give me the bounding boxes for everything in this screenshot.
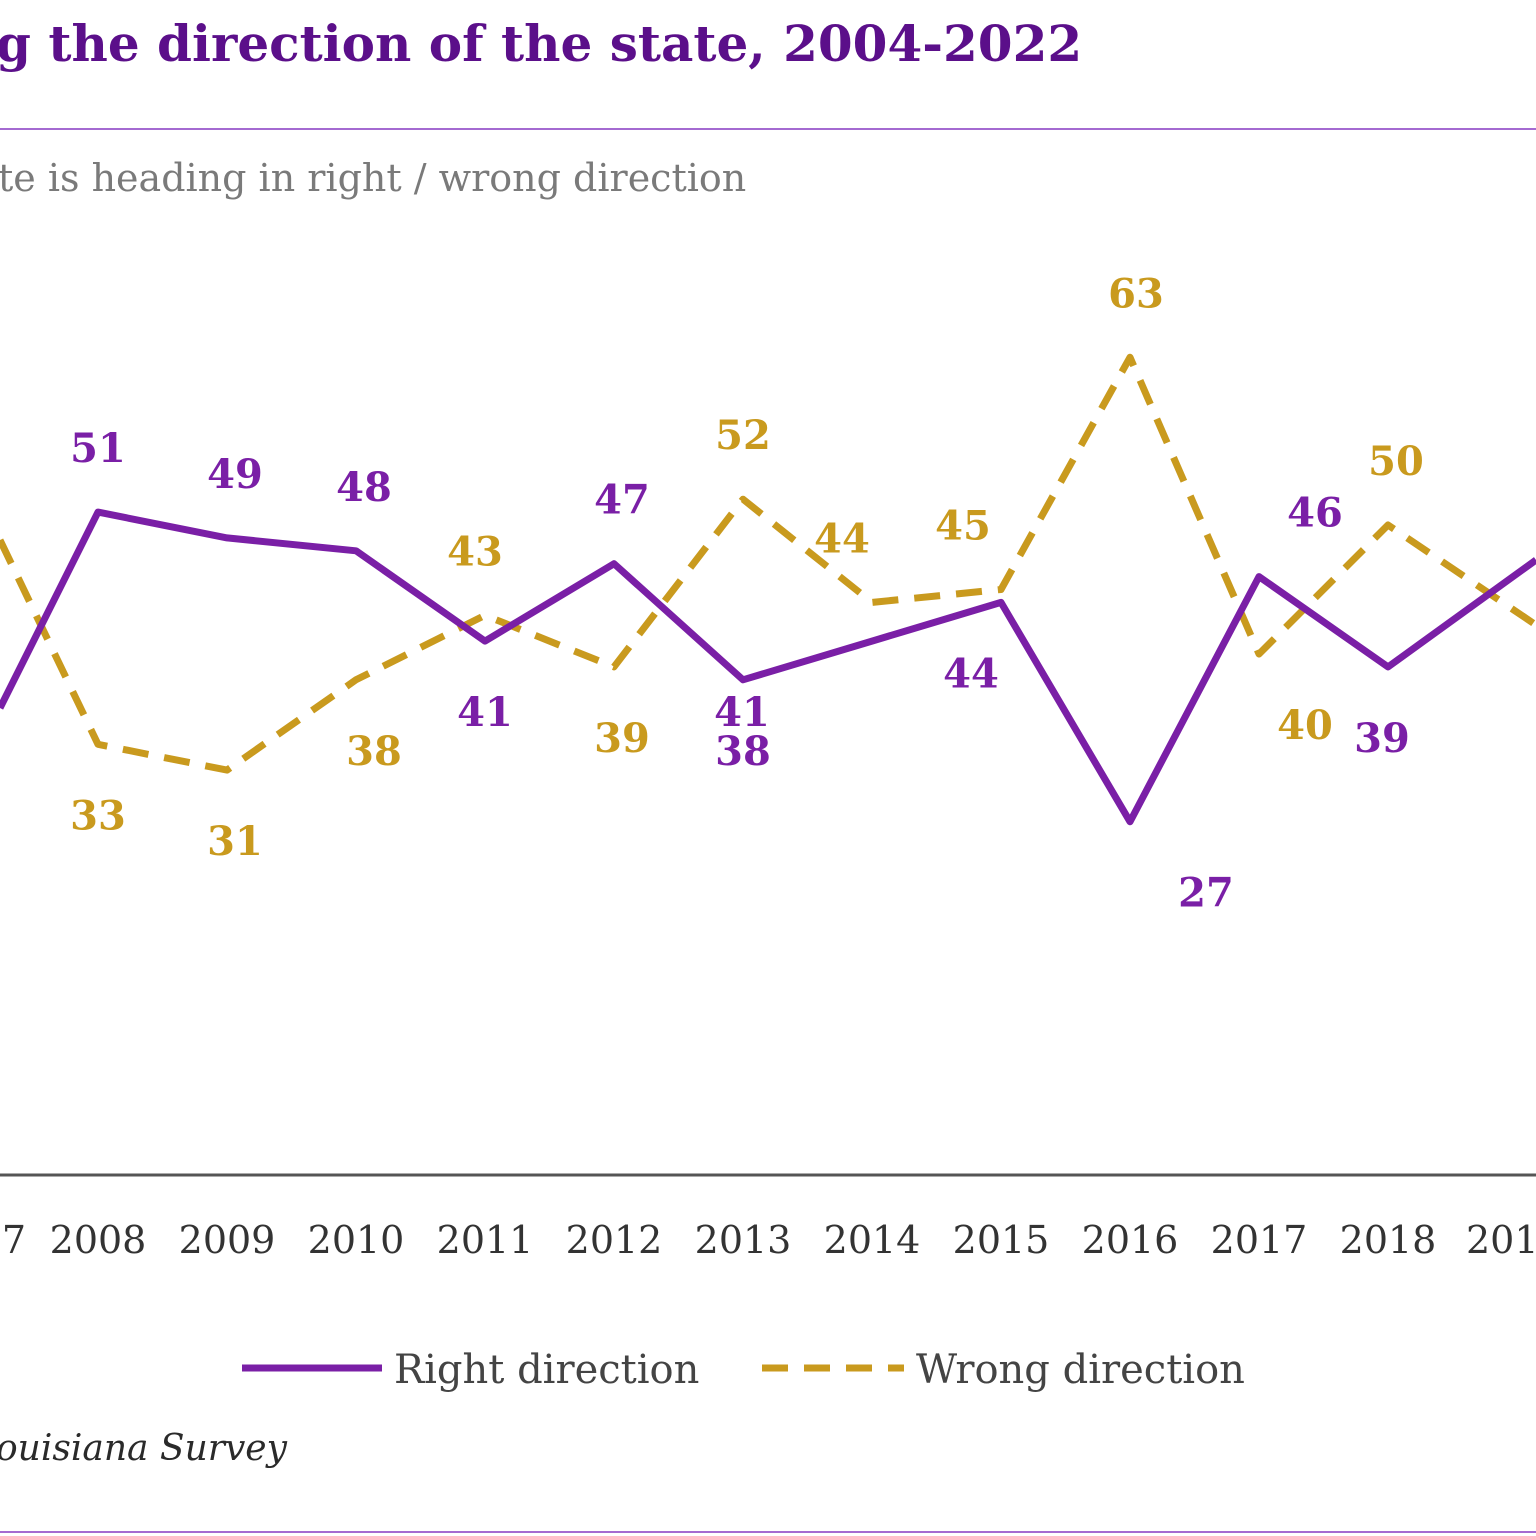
x-tick-label: 2018 xyxy=(1340,1218,1437,1262)
data-label-right: 47 xyxy=(594,477,650,524)
data-label-wrong: 33 xyxy=(70,792,126,839)
data-point-wrong xyxy=(742,498,744,500)
data-label-right: 39 xyxy=(1354,715,1410,762)
data-label-wrong: 45 xyxy=(935,503,991,550)
legend-label-wrong-direction: Wrong direction xyxy=(916,1347,1245,1393)
x-tick-label: 201 xyxy=(1466,1218,1536,1262)
data-point-wrong xyxy=(355,679,357,681)
data-label-right: 41 xyxy=(714,689,770,736)
data-point-right xyxy=(1387,666,1389,668)
data-label-right: 46 xyxy=(1287,490,1343,537)
data-point-right xyxy=(97,511,99,513)
chart-subtitle: te is heading in right / wrong direction xyxy=(0,156,747,200)
series-line-right-direction xyxy=(0,508,1536,826)
x-tick-label: 2015 xyxy=(953,1218,1050,1262)
data-point-right xyxy=(484,640,486,642)
data-label-right: 38 xyxy=(715,728,771,775)
data-point-wrong xyxy=(484,614,486,616)
data-label-right: 44 xyxy=(943,650,999,697)
chart-title: g the direction of the state, 2004-2022 xyxy=(0,14,1083,73)
legend-label-right-direction: Right direction xyxy=(394,1347,699,1393)
data-point-wrong xyxy=(613,666,615,668)
title-divider xyxy=(0,128,1536,130)
x-tick-label: 2011 xyxy=(437,1218,534,1262)
data-point-right xyxy=(1129,821,1131,823)
data-point-wrong xyxy=(1258,653,1260,655)
data-point-right xyxy=(355,550,357,552)
data-point-wrong xyxy=(226,769,228,771)
data-label-wrong: 52 xyxy=(715,412,771,459)
data-label-wrong: 50 xyxy=(1368,438,1424,485)
x-tick-label: 2010 xyxy=(308,1218,405,1262)
data-label-wrong: 40 xyxy=(1277,702,1333,749)
data-label-wrong: 31 xyxy=(207,818,263,865)
footer-divider xyxy=(0,1531,1536,1533)
data-point-wrong xyxy=(1387,524,1389,526)
x-tick-label: 2016 xyxy=(1082,1218,1179,1262)
data-label-wrong: 38 xyxy=(346,728,402,775)
data-label-right: 48 xyxy=(336,464,392,511)
x-tick-label: 2012 xyxy=(566,1218,663,1262)
data-point-right xyxy=(742,679,744,681)
data-point-right xyxy=(871,640,873,642)
source-note: ouisiana Survey xyxy=(0,1428,287,1469)
series-line-wrong-direction xyxy=(0,353,1536,774)
x-tick-label: 2008 xyxy=(50,1218,147,1262)
data-point-wrong xyxy=(871,601,873,603)
data-point-right xyxy=(1000,601,1002,603)
data-point-right xyxy=(613,563,615,565)
x-tick-label: 7 xyxy=(2,1218,26,1262)
data-label-wrong: 63 xyxy=(1108,270,1164,317)
data-label-right: 41 xyxy=(457,689,513,736)
data-label-wrong: 43 xyxy=(447,528,503,575)
data-label-right: 27 xyxy=(1178,870,1234,917)
data-point-wrong xyxy=(1000,589,1002,591)
x-tick-label: 2014 xyxy=(824,1218,921,1262)
data-point-right xyxy=(226,537,228,539)
data-label-right: 51 xyxy=(70,425,126,472)
data-label-right: 49 xyxy=(207,451,263,498)
x-tick-label: 2017 xyxy=(1211,1218,1308,1262)
data-point-right xyxy=(1258,576,1260,578)
x-tick-label: 2013 xyxy=(695,1218,792,1262)
data-point-wrong xyxy=(1129,356,1131,358)
x-tick-label: 2009 xyxy=(179,1218,276,1262)
data-label-wrong: 39 xyxy=(594,715,650,762)
data-label-wrong: 44 xyxy=(814,515,870,562)
data-point-wrong xyxy=(97,743,99,745)
